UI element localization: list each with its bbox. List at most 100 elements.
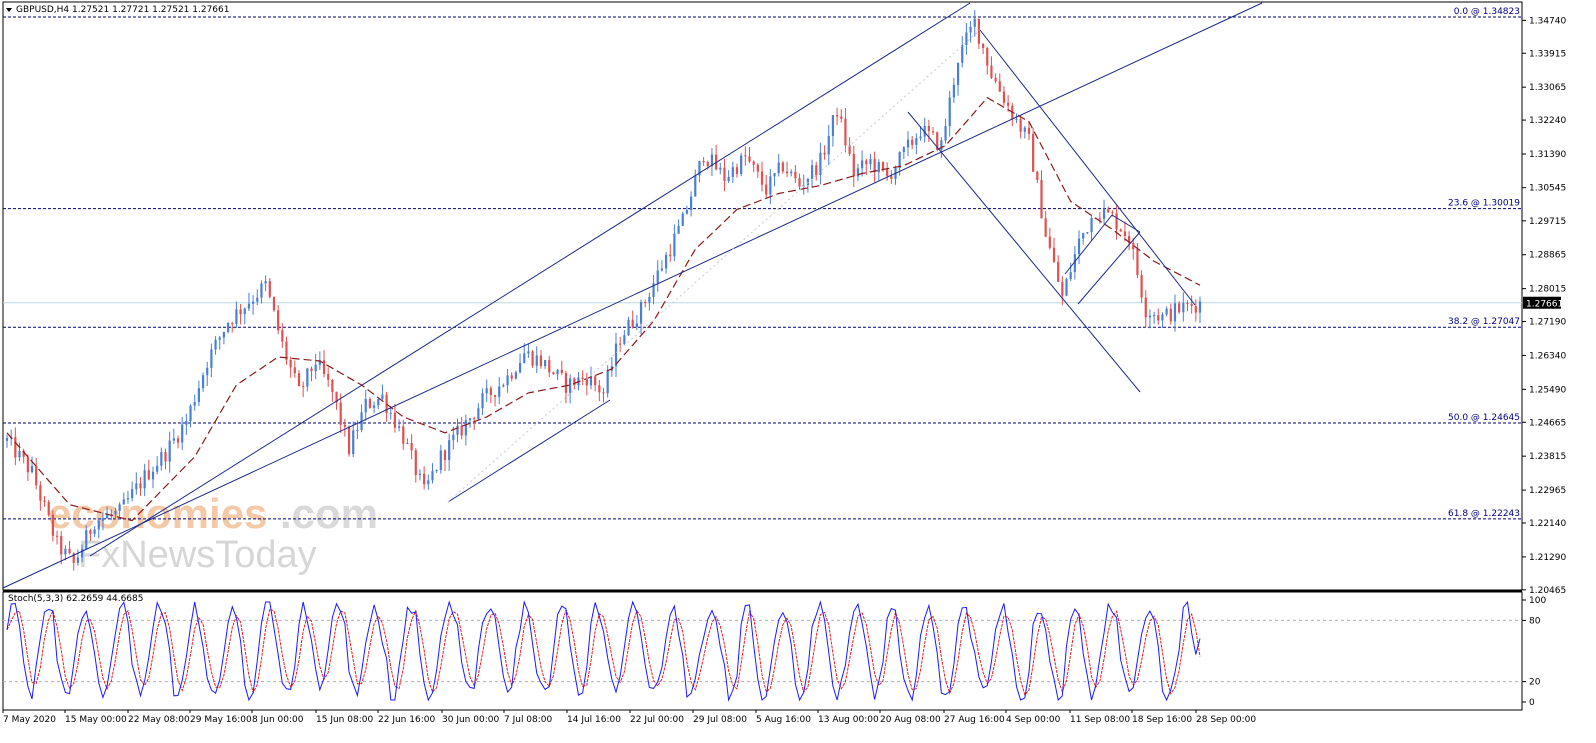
time-tick-label: 22 May 08:00 xyxy=(128,715,190,725)
symbol-dropdown-icon[interactable] xyxy=(6,8,12,12)
candle-body xyxy=(252,301,255,304)
time-tick-label: 4 Sep 00:00 xyxy=(1006,715,1061,725)
candle-body xyxy=(819,152,822,176)
candle-body xyxy=(293,367,296,374)
candle-body xyxy=(931,131,935,133)
candle-body xyxy=(1065,279,1068,296)
current-price-label: 1.27661 xyxy=(1526,300,1563,310)
candle-body xyxy=(560,369,563,374)
candle-body xyxy=(51,514,54,536)
time-tick-label: 28 Sep 00:00 xyxy=(1196,715,1256,725)
candle-body xyxy=(331,379,334,392)
candle-body xyxy=(335,391,338,403)
candle-body xyxy=(372,405,376,408)
candle-body xyxy=(940,140,943,150)
candle-body xyxy=(731,167,734,177)
candle-body xyxy=(43,500,46,502)
candle-body xyxy=(489,388,492,396)
candle-body xyxy=(923,125,926,137)
candle-body xyxy=(535,355,538,366)
candle-body xyxy=(68,548,71,554)
candle-body xyxy=(1132,242,1135,250)
candle-body xyxy=(639,302,643,324)
fib-label: 61.8 @ 1.22243 xyxy=(1448,509,1520,519)
candle-body xyxy=(740,155,743,175)
candle-body xyxy=(381,394,384,400)
price-tick-label: 1.22140 xyxy=(1529,519,1566,529)
price-tick-label: 1.27190 xyxy=(1529,318,1566,328)
time-tick-label: 15 Jun 08:00 xyxy=(316,715,373,725)
candle-body xyxy=(752,161,755,165)
candle-body xyxy=(443,450,447,461)
candle-body xyxy=(564,373,568,393)
candle-body xyxy=(1198,301,1202,313)
candle-body xyxy=(101,518,105,521)
price-tick-label: 1.25490 xyxy=(1529,385,1566,395)
symbol-header: GBPUSD,H4 1.27521 1.27721 1.27521 1.2766… xyxy=(16,5,229,15)
candle-body xyxy=(1111,212,1114,214)
candle-body xyxy=(1178,303,1181,313)
candle-body xyxy=(664,254,668,269)
candle-body xyxy=(1169,308,1172,322)
candle-body xyxy=(156,465,159,472)
candle-body xyxy=(1127,236,1131,243)
price-tick-label: 1.32240 xyxy=(1529,116,1566,126)
candle-body xyxy=(352,430,355,455)
watermark-domain: .com xyxy=(280,490,378,537)
candle-body xyxy=(760,171,764,185)
price-tick-label: 1.22965 xyxy=(1529,486,1566,496)
candle-body xyxy=(243,308,246,315)
candle-body xyxy=(268,281,271,297)
candle-body xyxy=(627,319,630,336)
candle-body xyxy=(573,378,576,386)
candle-body xyxy=(385,394,388,414)
candle-body xyxy=(685,210,689,214)
candle-body xyxy=(861,160,864,169)
candle-body xyxy=(1165,308,1168,315)
price-tick-label: 1.28865 xyxy=(1529,251,1566,261)
candle-body xyxy=(677,225,680,234)
candle-body xyxy=(569,378,572,393)
candle-body xyxy=(548,360,551,373)
candle-body xyxy=(498,386,501,397)
candle-body xyxy=(343,424,346,427)
candle-body xyxy=(527,351,530,354)
flag-upper xyxy=(1064,214,1113,275)
candle-body xyxy=(306,368,309,387)
candle-body xyxy=(994,77,997,82)
candle-body xyxy=(185,421,188,425)
price-tick-label: 1.30545 xyxy=(1529,184,1566,194)
candle-body xyxy=(890,176,893,179)
time-tick-label: 27 Aug 16:00 xyxy=(944,715,1005,725)
candle-body xyxy=(827,135,830,155)
candle-body xyxy=(798,178,801,187)
candle-body xyxy=(744,155,747,157)
candle-body xyxy=(131,489,134,499)
time-tick-label: 29 Jul 08:00 xyxy=(693,715,747,725)
candle-body xyxy=(977,18,981,44)
candle-body xyxy=(302,386,305,388)
candle-body xyxy=(114,511,117,515)
candle-body xyxy=(539,355,543,367)
candle-body xyxy=(856,168,860,177)
candle-body xyxy=(464,420,467,436)
candle-body xyxy=(147,470,150,480)
candle-body xyxy=(1073,254,1076,273)
candle-body xyxy=(1015,118,1018,120)
candle-body xyxy=(681,213,684,226)
candle-body xyxy=(961,44,964,63)
fib-label: 38.2 @ 1.27047 xyxy=(1448,317,1520,327)
candle-body xyxy=(1032,133,1035,172)
candle-body xyxy=(1123,231,1127,237)
flag-top xyxy=(1111,214,1141,233)
candle-body xyxy=(80,549,84,558)
candle-body xyxy=(544,360,547,367)
candle-body xyxy=(602,392,605,394)
candle-body xyxy=(1052,247,1056,262)
stoch-title: Stoch(5,3,3) 62.2659 44.6685 xyxy=(8,594,143,604)
candle-body xyxy=(785,171,789,174)
candle-body xyxy=(927,125,930,132)
candle-body xyxy=(1182,302,1185,313)
